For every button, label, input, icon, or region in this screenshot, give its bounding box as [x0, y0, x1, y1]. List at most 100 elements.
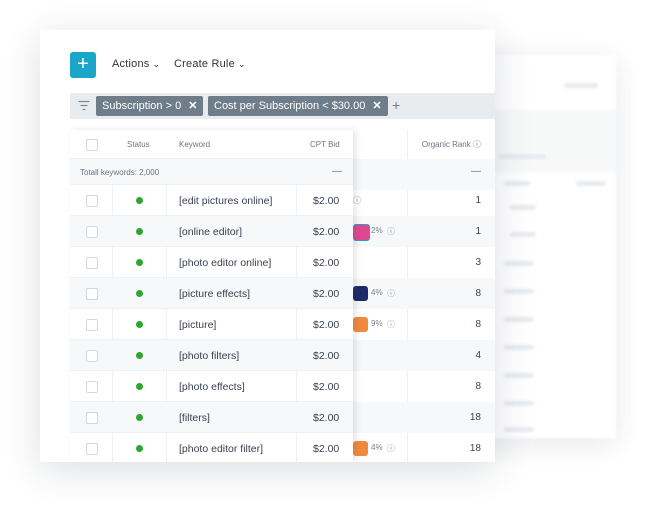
bid-cell[interactable]: $2.00 [313, 412, 340, 424]
close-icon[interactable]: ✕ [372, 100, 382, 112]
keyword-cell: [edit pictures online] [179, 195, 273, 207]
table-row[interactable]: [photo filters] $2.00 [70, 340, 353, 371]
bid-cell[interactable]: $2.00 [313, 350, 340, 362]
link-app-icon [353, 441, 368, 456]
blurred-text [504, 373, 534, 378]
status-indicator [136, 259, 143, 266]
actions-label: Actions [112, 58, 150, 70]
status-indicator [136, 445, 143, 452]
total-row: — [353, 159, 495, 190]
keyword-header[interactable]: Keyword [179, 140, 211, 149]
table-row[interactable]: [photo editor online] $2.00 [70, 247, 353, 278]
total-keywords: Totall keywords: 2,000 [80, 168, 160, 177]
bid-cell[interactable]: $2.00 [313, 226, 340, 238]
keyword-cell: [photo filters] [179, 350, 240, 362]
total-dash: — [332, 166, 342, 177]
share-percent: 2% [371, 226, 383, 235]
cpt-bid-header[interactable]: CPT Bid [310, 140, 340, 149]
status-header[interactable]: Status [127, 140, 150, 149]
create-rule-label: Create Rule [174, 58, 235, 70]
bid-cell[interactable]: $2.00 [313, 381, 340, 393]
row-checkbox[interactable] [86, 381, 98, 393]
help-icon: ⓘ [387, 444, 395, 453]
rank-value: 8 [475, 288, 481, 299]
filter-chip-label: Cost per Subscription < $30.00 [214, 100, 366, 112]
table-row: 4 [353, 340, 495, 371]
table-row[interactable]: [picture effects] $2.00 [70, 278, 353, 309]
status-indicator [136, 321, 143, 328]
table-row: 4% ⓘ 18 [353, 433, 495, 462]
rank-value: 3 [475, 257, 481, 268]
background-header [476, 110, 616, 172]
blurred-text [504, 345, 534, 350]
filter-icon[interactable] [78, 100, 90, 111]
add-button[interactable]: + [70, 52, 96, 78]
row-checkbox[interactable] [86, 319, 98, 331]
table-row: 4% ⓘ 8 [353, 278, 495, 309]
filter-chip-cost[interactable]: Cost per Subscription < $30.00 ✕ [208, 96, 388, 116]
close-icon[interactable]: ✕ [188, 100, 198, 112]
table-row[interactable]: [photo editor filter] $2.00 [70, 433, 353, 462]
rank-value: 8 [475, 381, 481, 392]
video-app-icon [353, 224, 370, 241]
bid-cell[interactable]: $2.00 [313, 319, 340, 331]
table-row[interactable]: [filters] $2.00 [70, 402, 353, 433]
help-icon: ⓘ [473, 140, 481, 149]
filter-bar: Subscription > 0 ✕ Cost per Subscription … [70, 93, 495, 119]
help-icon: ⓘ [353, 196, 361, 205]
table-row[interactable]: [edit pictures online] $2.00 [70, 185, 353, 216]
share-percent: 4% [371, 288, 383, 297]
filter-chip-subscription[interactable]: Subscription > 0 ✕ [96, 96, 204, 116]
background-panel [476, 55, 616, 438]
total-dash: — [471, 166, 481, 177]
bid-cell[interactable]: $2.00 [313, 288, 340, 300]
keyword-cell: [photo editor online] [179, 257, 272, 269]
filter-chip-label: Subscription > 0 [102, 100, 182, 112]
row-checkbox[interactable] [86, 257, 98, 269]
row-checkbox[interactable] [86, 443, 98, 455]
table-row: 9% ⓘ 8 [353, 309, 495, 340]
link-app-icon [353, 317, 368, 332]
bid-cell[interactable]: $2.00 [313, 195, 340, 207]
rank-value: 8 [475, 319, 481, 330]
blurred-text [564, 83, 598, 88]
table-row[interactable]: [online editor] $2.00 [70, 216, 353, 247]
blurred-text [504, 261, 534, 266]
row-checkbox[interactable] [86, 412, 98, 424]
chevron-down-icon: ⌄ [152, 59, 161, 69]
organic-rank-header[interactable]: Organic Rank ⓘ [421, 140, 481, 149]
table-row: 2% ⓘ 1 [353, 216, 495, 247]
total-row: Totall keywords: 2,000 — [70, 159, 353, 185]
rank-value: 1 [475, 195, 481, 206]
row-checkbox[interactable] [86, 350, 98, 362]
row-checkbox[interactable] [86, 195, 98, 207]
keywords-panel: + Actions ⌄ Create Rule ⌄ Subscription > 0… [40, 30, 495, 462]
keyword-cell: [photo editor filter] [179, 443, 264, 455]
help-icon: ⓘ [387, 289, 395, 298]
rank-value: 18 [469, 412, 481, 423]
status-indicator [136, 383, 143, 390]
table-row: 8 [353, 371, 495, 402]
help-icon: ⓘ [387, 227, 395, 236]
status-indicator [136, 290, 143, 297]
select-all-checkbox[interactable] [86, 139, 98, 151]
create-rule-menu[interactable]: Create Rule ⌄ [174, 58, 246, 70]
row-checkbox[interactable] [86, 288, 98, 300]
actions-menu[interactable]: Actions ⌄ [112, 58, 160, 70]
keyword-cell: [picture] [179, 319, 217, 331]
table-row: 3 [353, 247, 495, 278]
row-checkbox[interactable] [86, 226, 98, 238]
share-percent: 4% [371, 443, 383, 452]
blurred-text [504, 289, 534, 294]
add-filter-button[interactable]: + [392, 97, 401, 113]
table-row: ⓘ 1 [353, 185, 495, 216]
bid-cell[interactable]: $2.00 [313, 257, 340, 269]
blurred-text [576, 181, 606, 186]
keyword-cell: [photo effects] [179, 381, 245, 393]
status-indicator [136, 352, 143, 359]
table-row[interactable]: [photo effects] $2.00 [70, 371, 353, 402]
blurred-text [510, 232, 536, 237]
bid-cell[interactable]: $2.00 [313, 443, 340, 455]
table-row[interactable]: [picture] $2.00 [70, 309, 353, 340]
blurred-text [510, 205, 536, 210]
